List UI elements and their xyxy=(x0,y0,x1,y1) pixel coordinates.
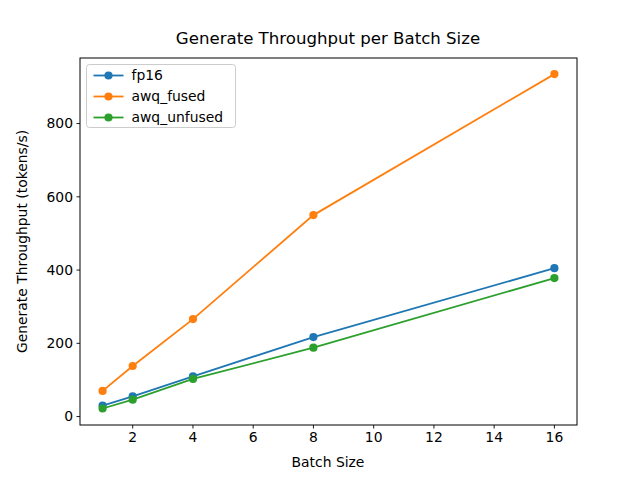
data-point-fp16 xyxy=(550,264,558,272)
data-point-awq_unfused xyxy=(129,396,137,404)
x-tick-label: 4 xyxy=(189,429,198,445)
data-point-awq_fused xyxy=(189,315,197,323)
y-tick-label: 800 xyxy=(46,115,73,131)
series-line-awq_unfused xyxy=(103,278,555,408)
x-tick-label: 16 xyxy=(546,429,564,445)
y-tick-label: 200 xyxy=(46,335,73,351)
line-chart: Generate Throughput per Batch Size Batch… xyxy=(0,0,640,480)
x-tick-label: 12 xyxy=(425,429,443,445)
legend-label-fp16: fp16 xyxy=(132,67,163,83)
legend-marker-awq_unfused xyxy=(104,113,112,121)
legend-label-awq_fused: awq_fused xyxy=(132,88,206,104)
x-tick-label: 2 xyxy=(128,429,137,445)
data-point-awq_unfused xyxy=(309,344,317,352)
data-point-awq_fused xyxy=(99,387,107,395)
legend-marker-fp16 xyxy=(104,71,112,79)
legend-label-awq_unfused: awq_unfused xyxy=(132,109,224,125)
chart-figure: Generate Throughput per Batch Size Batch… xyxy=(0,0,640,480)
y-tick-label: 400 xyxy=(46,262,73,278)
data-point-awq_fused xyxy=(550,70,558,78)
data-point-awq_unfused xyxy=(189,375,197,383)
y-tick-label: 600 xyxy=(46,189,73,205)
y-axis-label: Generate Throughput (tokens/s) xyxy=(14,130,30,353)
data-point-awq_fused xyxy=(129,362,137,370)
data-point-awq_unfused xyxy=(550,274,558,282)
x-tick-label: 14 xyxy=(485,429,503,445)
data-point-awq_unfused xyxy=(99,404,107,412)
x-tick-label: 8 xyxy=(309,429,318,445)
data-point-fp16 xyxy=(309,333,317,341)
data-point-awq_fused xyxy=(309,211,317,219)
x-tick-label: 10 xyxy=(365,429,383,445)
chart-title: Generate Throughput per Batch Size xyxy=(176,29,480,48)
x-axis-label: Batch Size xyxy=(292,454,365,470)
legend-marker-awq_fused xyxy=(104,92,112,100)
y-tick-label: 0 xyxy=(64,408,73,424)
legend: fp16 awq_fused awq_unfused xyxy=(87,65,236,128)
x-tick-label: 6 xyxy=(249,429,258,445)
